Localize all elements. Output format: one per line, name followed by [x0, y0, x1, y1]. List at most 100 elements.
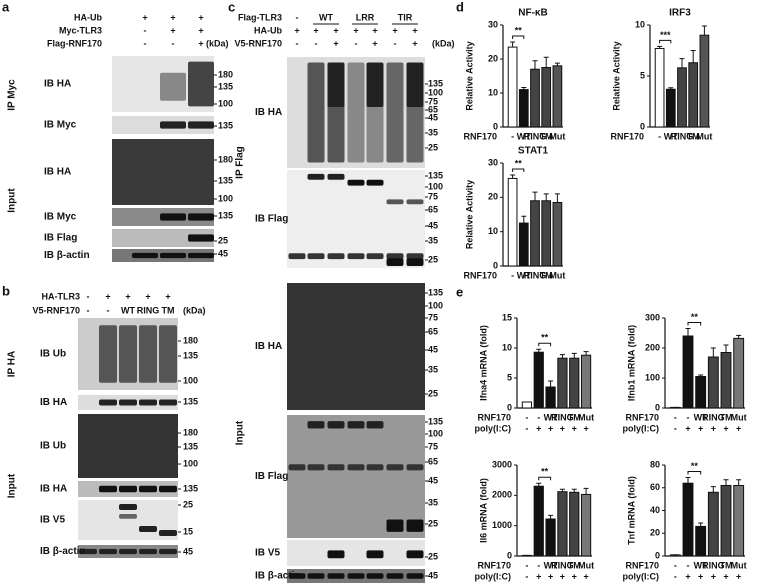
blot-band — [366, 179, 384, 186]
mw-marker: 45 — [428, 112, 438, 122]
bar — [518, 89, 529, 128]
x-tick-label: + — [536, 423, 541, 433]
y-tick-label: 1000 — [492, 520, 512, 530]
mw-marker: 135 — [183, 350, 198, 360]
bar — [720, 352, 732, 409]
blot-band — [347, 421, 365, 429]
error-bar — [543, 56, 549, 68]
header-label: Flag-RNF170 — [47, 38, 102, 48]
blot-band — [366, 421, 384, 429]
y-tick-label: 30 — [488, 157, 498, 167]
bar — [720, 484, 732, 557]
lane-condition: + — [333, 25, 338, 35]
mw-marker: 75 — [428, 191, 438, 201]
mw-marker: 100 — [428, 300, 443, 310]
x-tick-label: + — [685, 423, 690, 433]
error-bar — [710, 347, 716, 357]
blot-band — [406, 550, 424, 559]
x-tick-label: RING — [702, 560, 725, 570]
blot-band — [99, 548, 117, 555]
mw-marker: 25 — [218, 235, 228, 245]
mw-marker: 100 — [428, 87, 443, 97]
blot-band — [307, 62, 325, 163]
x-tick-label: - — [525, 560, 528, 570]
error-bar — [690, 50, 696, 63]
y-tick-label: 20 — [488, 192, 498, 202]
mw-marker: 65 — [428, 204, 438, 214]
mw-marker: 180 — [218, 154, 233, 164]
x-tick-label: - — [511, 131, 514, 141]
bar — [665, 88, 676, 128]
blot-band — [327, 464, 345, 471]
significance-label: ** — [691, 461, 699, 471]
mw-marker: 45 — [428, 570, 438, 580]
bar — [545, 386, 556, 409]
y-tick-label: 300 — [645, 312, 660, 322]
mw-marker: 135 — [183, 396, 198, 406]
blot-band — [139, 485, 157, 493]
kda-label: (kDa) — [183, 305, 206, 315]
lane-condition: - — [355, 38, 358, 48]
blot-label: IB β-actin — [40, 546, 86, 557]
blot-band — [307, 573, 325, 579]
mw-marker: 180 — [183, 335, 198, 345]
x-row-label: RNF170 — [477, 560, 511, 570]
x-tick-label: RING — [671, 131, 694, 141]
mw-marker: 45 — [428, 220, 438, 230]
blot-band — [119, 504, 137, 510]
x-tick-label: - — [511, 270, 514, 280]
blot-band — [307, 464, 325, 471]
error-bar — [736, 334, 742, 339]
bar — [733, 337, 745, 409]
y-tick-label: 100 — [645, 372, 660, 382]
mw-marker: 135 — [218, 120, 233, 130]
x-tick-label: TM — [568, 412, 581, 422]
x-row-label: poly(I:C) — [623, 423, 660, 433]
x-tick-label: TM — [540, 270, 553, 280]
x-tick-label: Mut — [696, 131, 712, 141]
lane-condition: + — [105, 291, 110, 301]
x-row-label: RNF170 — [463, 131, 497, 141]
bar — [580, 354, 592, 409]
blot-band — [406, 253, 424, 260]
section-label: Input — [7, 473, 18, 498]
error-bar — [548, 380, 554, 387]
blot-label: IB HA — [44, 167, 71, 178]
blot-band — [119, 399, 137, 406]
blot-image — [287, 283, 425, 410]
lane-condition: + — [392, 25, 397, 35]
blot-band — [366, 464, 384, 471]
lane-condition: - — [172, 38, 175, 48]
blot-band — [386, 253, 404, 260]
section-label: IP Myc — [7, 79, 18, 111]
significance-bracket — [538, 476, 552, 481]
error-bar — [536, 348, 542, 353]
blot-band — [99, 485, 117, 493]
error-bar — [554, 62, 560, 66]
error-bar — [685, 328, 691, 336]
blot-band — [327, 62, 345, 107]
x-row-label: RNF170 — [625, 412, 659, 422]
lane-condition: + — [412, 38, 417, 48]
blot-label: IB HA — [255, 341, 282, 352]
x-tick-label: Mut — [549, 270, 565, 280]
blot-band — [139, 526, 157, 532]
blot-band — [132, 252, 158, 259]
lane-condition: + — [170, 25, 175, 35]
blot-band — [119, 548, 137, 555]
mw-marker: 180 — [218, 69, 233, 79]
mw-marker: 65 — [428, 104, 438, 114]
y-tick-label: 0 — [493, 121, 498, 131]
blot-label: IB V5 — [255, 548, 280, 559]
bar — [541, 67, 552, 128]
blot-band — [160, 121, 186, 129]
blot-label: IB V5 — [40, 515, 65, 526]
blot-band — [406, 199, 424, 205]
error-bar — [698, 522, 704, 527]
bar — [677, 67, 687, 128]
lane-condition: WT — [121, 305, 135, 315]
lane-condition: TIR — [398, 12, 413, 22]
bar — [699, 34, 710, 128]
mw-marker: 135 — [428, 78, 443, 88]
error-bar — [698, 374, 704, 377]
